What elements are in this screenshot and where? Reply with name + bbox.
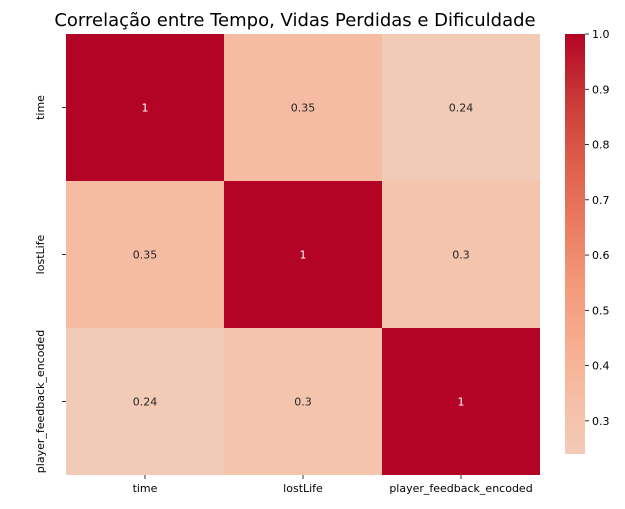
cell-annotation: 0.24 (449, 102, 474, 115)
colorbar-tick-label: 0.9 (592, 83, 610, 96)
cell-annotation: 0.24 (133, 396, 158, 409)
colorbar-tick-label: 0.4 (592, 360, 610, 373)
cell-annotation: 0.35 (291, 102, 316, 115)
x-tick-label: time (133, 482, 158, 495)
chart-title: Correlação entre Tempo, Vidas Perdidas e… (54, 10, 535, 31)
heatmap-cell (66, 181, 224, 328)
heatmap-cell (382, 34, 540, 181)
y-tick-label: time (34, 95, 47, 120)
y-tick-label: player_feedback_encoded (34, 330, 47, 473)
heatmap-cell (382, 181, 540, 328)
heatmap-cells: 1 0.35 0.24 0.35 1 0.3 0.24 0.3 1 (66, 34, 540, 475)
cell-annotation: 1 (300, 249, 307, 262)
cell-annotation: 1 (142, 102, 149, 115)
cell-annotation: 0.3 (294, 396, 312, 409)
cell-annotation: 1 (458, 396, 465, 409)
heatmap-cell (224, 181, 382, 328)
x-tick-label: player_feedback_encoded (389, 482, 532, 495)
x-tick-label: lostLife (283, 482, 323, 495)
colorbar-gradient (565, 34, 585, 454)
colorbar-tick-label: 0.7 (592, 194, 610, 207)
colorbar: 0.3 0.4 0.5 0.6 0.7 0.8 0.9 1.0 (565, 28, 610, 454)
x-axis: time lostLife player_feedback_encoded (133, 475, 533, 495)
colorbar-tick-label: 0.3 (592, 415, 610, 428)
colorbar-tick-label: 0.5 (592, 304, 610, 317)
colorbar-tick-label: 1.0 (592, 28, 610, 41)
cell-annotation: 0.35 (133, 249, 158, 262)
colorbar-tick-label: 0.8 (592, 139, 610, 152)
heatmap-cell (66, 34, 224, 181)
heatmap-cell (66, 328, 224, 475)
colorbar-tick-label: 0.6 (592, 249, 610, 262)
y-axis: time lostLife player_feedback_encoded (34, 95, 66, 473)
heatmap-cell (224, 328, 382, 475)
y-tick-label: lostLife (34, 234, 47, 274)
heatmap-cell (224, 34, 382, 181)
heatmap-cell (382, 328, 540, 475)
cell-annotation: 0.3 (452, 249, 470, 262)
